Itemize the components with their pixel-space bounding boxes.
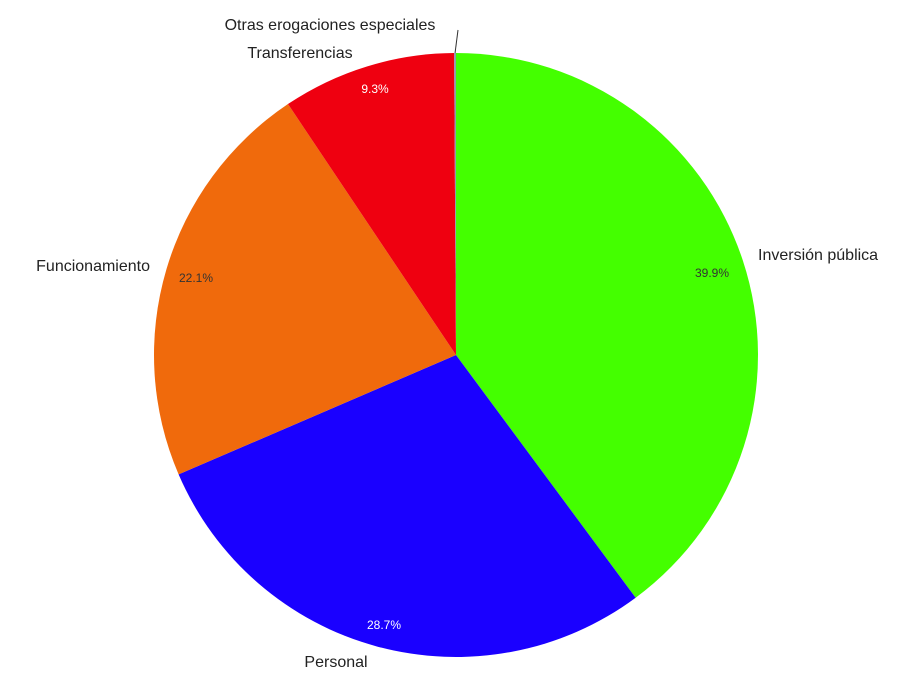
pie-slice-otras-erogaciones-especiales — [454, 53, 456, 355]
slice-labels-layer: Inversión pública Personal Funcionamiento T… — [36, 17, 878, 671]
slice-label-transferencias: Transferencias — [247, 45, 352, 62]
percent-labels-layer: 39.9% 28.7% 22.1% 9.3% — [179, 82, 729, 632]
slice-label-inversion-publica: Inversión pública — [758, 247, 878, 264]
percent-label-personal: 28.7% — [367, 618, 401, 632]
leader-line-otras-erogaciones-especiales — [454, 29, 459, 54]
leader-lines-layer — [454, 29, 459, 54]
pie-slice-funcionamiento — [153, 104, 456, 475]
slice-label-personal: Personal — [304, 654, 367, 669]
percent-label-funcionamiento: 22.1% — [179, 271, 213, 285]
slice-label-funcionamiento: Funcionamiento — [36, 258, 150, 275]
pie-slice-inversion-publica — [456, 53, 758, 598]
pie-slice-personal — [178, 355, 636, 657]
pie-slice-transferencias — [287, 53, 456, 355]
slices-layer — [153, 53, 758, 657]
slice-label-otras-erogaciones-especiales: Otras erogaciones especiales — [225, 17, 436, 34]
percent-label-transferencias: 9.3% — [361, 82, 389, 96]
percent-label-inversion-publica: 39.9% — [695, 266, 729, 280]
